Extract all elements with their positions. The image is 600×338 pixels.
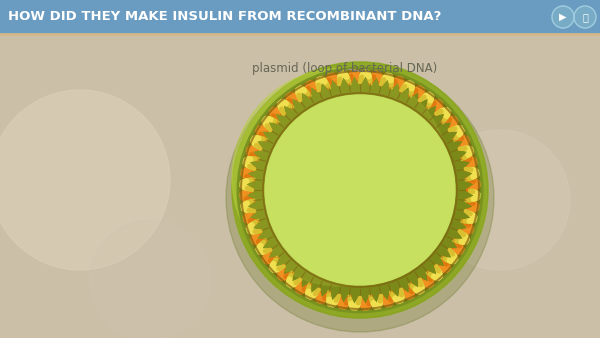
Circle shape bbox=[236, 70, 484, 318]
Circle shape bbox=[232, 68, 449, 286]
Circle shape bbox=[0, 90, 170, 270]
Circle shape bbox=[277, 107, 409, 240]
Circle shape bbox=[278, 108, 402, 232]
Circle shape bbox=[226, 64, 494, 332]
Circle shape bbox=[239, 69, 481, 311]
Circle shape bbox=[430, 130, 570, 270]
Circle shape bbox=[232, 62, 488, 318]
Text: ⏮: ⏮ bbox=[582, 12, 588, 22]
Circle shape bbox=[90, 220, 210, 338]
Circle shape bbox=[274, 104, 433, 263]
Circle shape bbox=[280, 110, 394, 224]
Circle shape bbox=[272, 102, 448, 278]
Circle shape bbox=[265, 95, 455, 285]
Circle shape bbox=[552, 6, 574, 28]
Text: plasmid (loop of bacterial DNA): plasmid (loop of bacterial DNA) bbox=[253, 62, 437, 75]
Circle shape bbox=[290, 128, 369, 208]
Circle shape bbox=[277, 106, 417, 247]
Circle shape bbox=[275, 105, 425, 255]
Circle shape bbox=[273, 103, 440, 270]
Circle shape bbox=[272, 102, 448, 278]
Text: HOW DID THEY MAKE INSULIN FROM RECOMBINANT DNA?: HOW DID THEY MAKE INSULIN FROM RECOMBINA… bbox=[8, 10, 442, 24]
Circle shape bbox=[574, 6, 596, 28]
Text: ▶: ▶ bbox=[559, 12, 567, 22]
Bar bbox=[0, 0, 600, 34]
Circle shape bbox=[232, 62, 488, 318]
